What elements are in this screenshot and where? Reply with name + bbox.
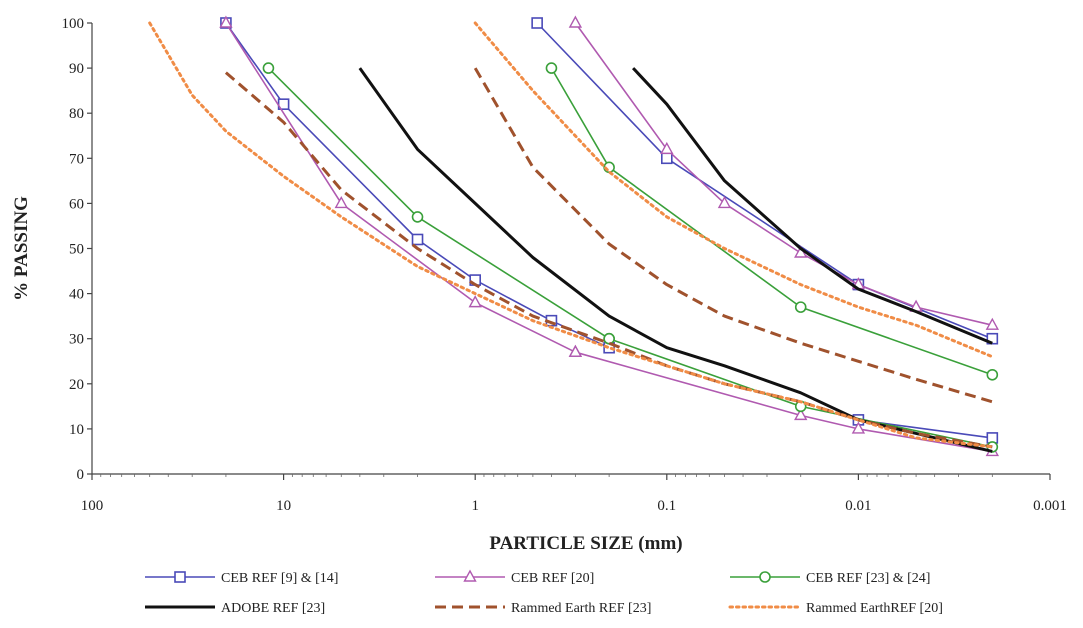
triangle-marker bbox=[985, 317, 1000, 330]
square-marker bbox=[531, 17, 543, 29]
series-line bbox=[224, 71, 993, 449]
circle-marker bbox=[603, 332, 615, 345]
y-tick-label: 10 bbox=[69, 422, 84, 438]
y-tick-label: 50 bbox=[69, 242, 84, 258]
data-series bbox=[148, 15, 1000, 457]
legend-label: CEB REF [20] bbox=[511, 571, 594, 586]
legend-item: Rammed Earth REF [23] bbox=[435, 601, 651, 616]
x-tick-label: 100 bbox=[81, 498, 104, 514]
series-line bbox=[473, 67, 993, 404]
y-tick-label: 30 bbox=[69, 332, 84, 348]
circle-marker bbox=[411, 211, 424, 223]
triangle-marker bbox=[468, 295, 482, 308]
y-tick-label: 100 bbox=[62, 16, 85, 32]
legend-label: ADOBE REF [23] bbox=[221, 601, 325, 616]
triangle-marker bbox=[463, 569, 477, 582]
square-marker bbox=[174, 571, 186, 583]
legend-label: Rammed EarthREF [20] bbox=[806, 601, 943, 616]
series-line bbox=[574, 22, 993, 326]
y-tick-label: 70 bbox=[69, 151, 84, 167]
series-line bbox=[148, 21, 994, 449]
series-line bbox=[550, 67, 993, 376]
legend-label: CEB REF [23] & [24] bbox=[806, 571, 930, 586]
x-ticks: 100 10 1 0.1 0.01 0.001 bbox=[81, 474, 1067, 514]
x-tick-label: 1 bbox=[471, 498, 479, 514]
y-axis-title: % PASSING bbox=[11, 196, 32, 301]
x-tick-label: 0.01 bbox=[845, 498, 871, 514]
circle-marker bbox=[759, 571, 771, 583]
triangle-marker bbox=[568, 15, 583, 28]
axes bbox=[91, 23, 1050, 475]
legend-item: CEB REF [9] & [14] bbox=[145, 571, 338, 586]
legend-label: Rammed Earth REF [23] bbox=[511, 601, 651, 616]
square-marker bbox=[411, 233, 424, 246]
y-tick-label: 40 bbox=[69, 287, 84, 303]
legend-item: CEB REF [23] & [24] bbox=[730, 571, 930, 586]
triangle-marker bbox=[717, 195, 732, 209]
triangle-marker bbox=[851, 421, 866, 434]
series-line bbox=[225, 22, 610, 349]
legend-label: CEB REF [9] & [14] bbox=[221, 571, 338, 586]
series-rammed-earth-ref-23--a bbox=[224, 71, 993, 449]
x-tick-label: 0.1 bbox=[657, 498, 676, 514]
x-axis-title: PARTICLE SIZE (mm) bbox=[489, 533, 682, 554]
series-line bbox=[632, 67, 993, 345]
circle-marker bbox=[262, 62, 275, 74]
series-line bbox=[536, 22, 993, 340]
circle-marker bbox=[986, 368, 999, 381]
series-rammed-earthref-20--a bbox=[148, 21, 994, 449]
series-adobe-ref-23--a bbox=[358, 67, 993, 453]
series-adobe-ref-23--b bbox=[632, 67, 993, 345]
series-line bbox=[473, 21, 994, 359]
circle-marker bbox=[794, 301, 807, 313]
series-rammed-earth-ref-23--b bbox=[473, 67, 993, 404]
circle-marker bbox=[545, 62, 558, 74]
triangle-marker bbox=[660, 141, 674, 154]
triangle-marker bbox=[568, 344, 583, 357]
series-line bbox=[267, 67, 610, 340]
y-tick-label: 0 bbox=[77, 467, 85, 483]
series-ceb-ref-9-14--b bbox=[531, 17, 999, 345]
legend-item: ADOBE REF [23] bbox=[145, 601, 325, 616]
x-tick-label: 10 bbox=[276, 498, 291, 514]
triangle-marker bbox=[334, 195, 348, 209]
series-ceb-ref-20--a bbox=[219, 15, 583, 357]
y-tick-label: 90 bbox=[69, 61, 84, 77]
series-line bbox=[358, 67, 993, 453]
square-marker bbox=[660, 152, 673, 165]
series-rammed-earthref-20--b bbox=[473, 21, 994, 359]
legend-item: CEB REF [20] bbox=[435, 569, 594, 586]
triangle-marker bbox=[794, 407, 808, 421]
series-ceb-ref-20--b bbox=[568, 15, 1000, 330]
square-marker bbox=[986, 332, 999, 345]
series-line bbox=[225, 22, 576, 353]
triangle-marker bbox=[219, 15, 233, 28]
legend-item: Rammed EarthREF [20] bbox=[728, 601, 943, 616]
y-tick-label: 60 bbox=[69, 196, 84, 212]
legend: CEB REF [9] & [14] CEB REF [20] CEB REF [2… bbox=[145, 569, 943, 616]
y-tick-label: 20 bbox=[69, 377, 84, 393]
y-tick-label: 80 bbox=[69, 106, 84, 122]
series-ceb-ref-23-24--a bbox=[262, 62, 615, 345]
y-ticks: 0 10 20 30 40 50 60 70 80 90 100 bbox=[62, 16, 92, 483]
x-tick-label: 0.001 bbox=[1033, 498, 1067, 514]
